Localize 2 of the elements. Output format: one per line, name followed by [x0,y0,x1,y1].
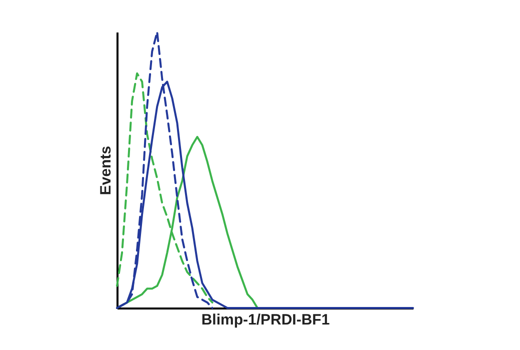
y-axis-title: Events [98,146,114,196]
x-axis-title: Blimp-1/PRDI-BF1 [201,312,330,328]
